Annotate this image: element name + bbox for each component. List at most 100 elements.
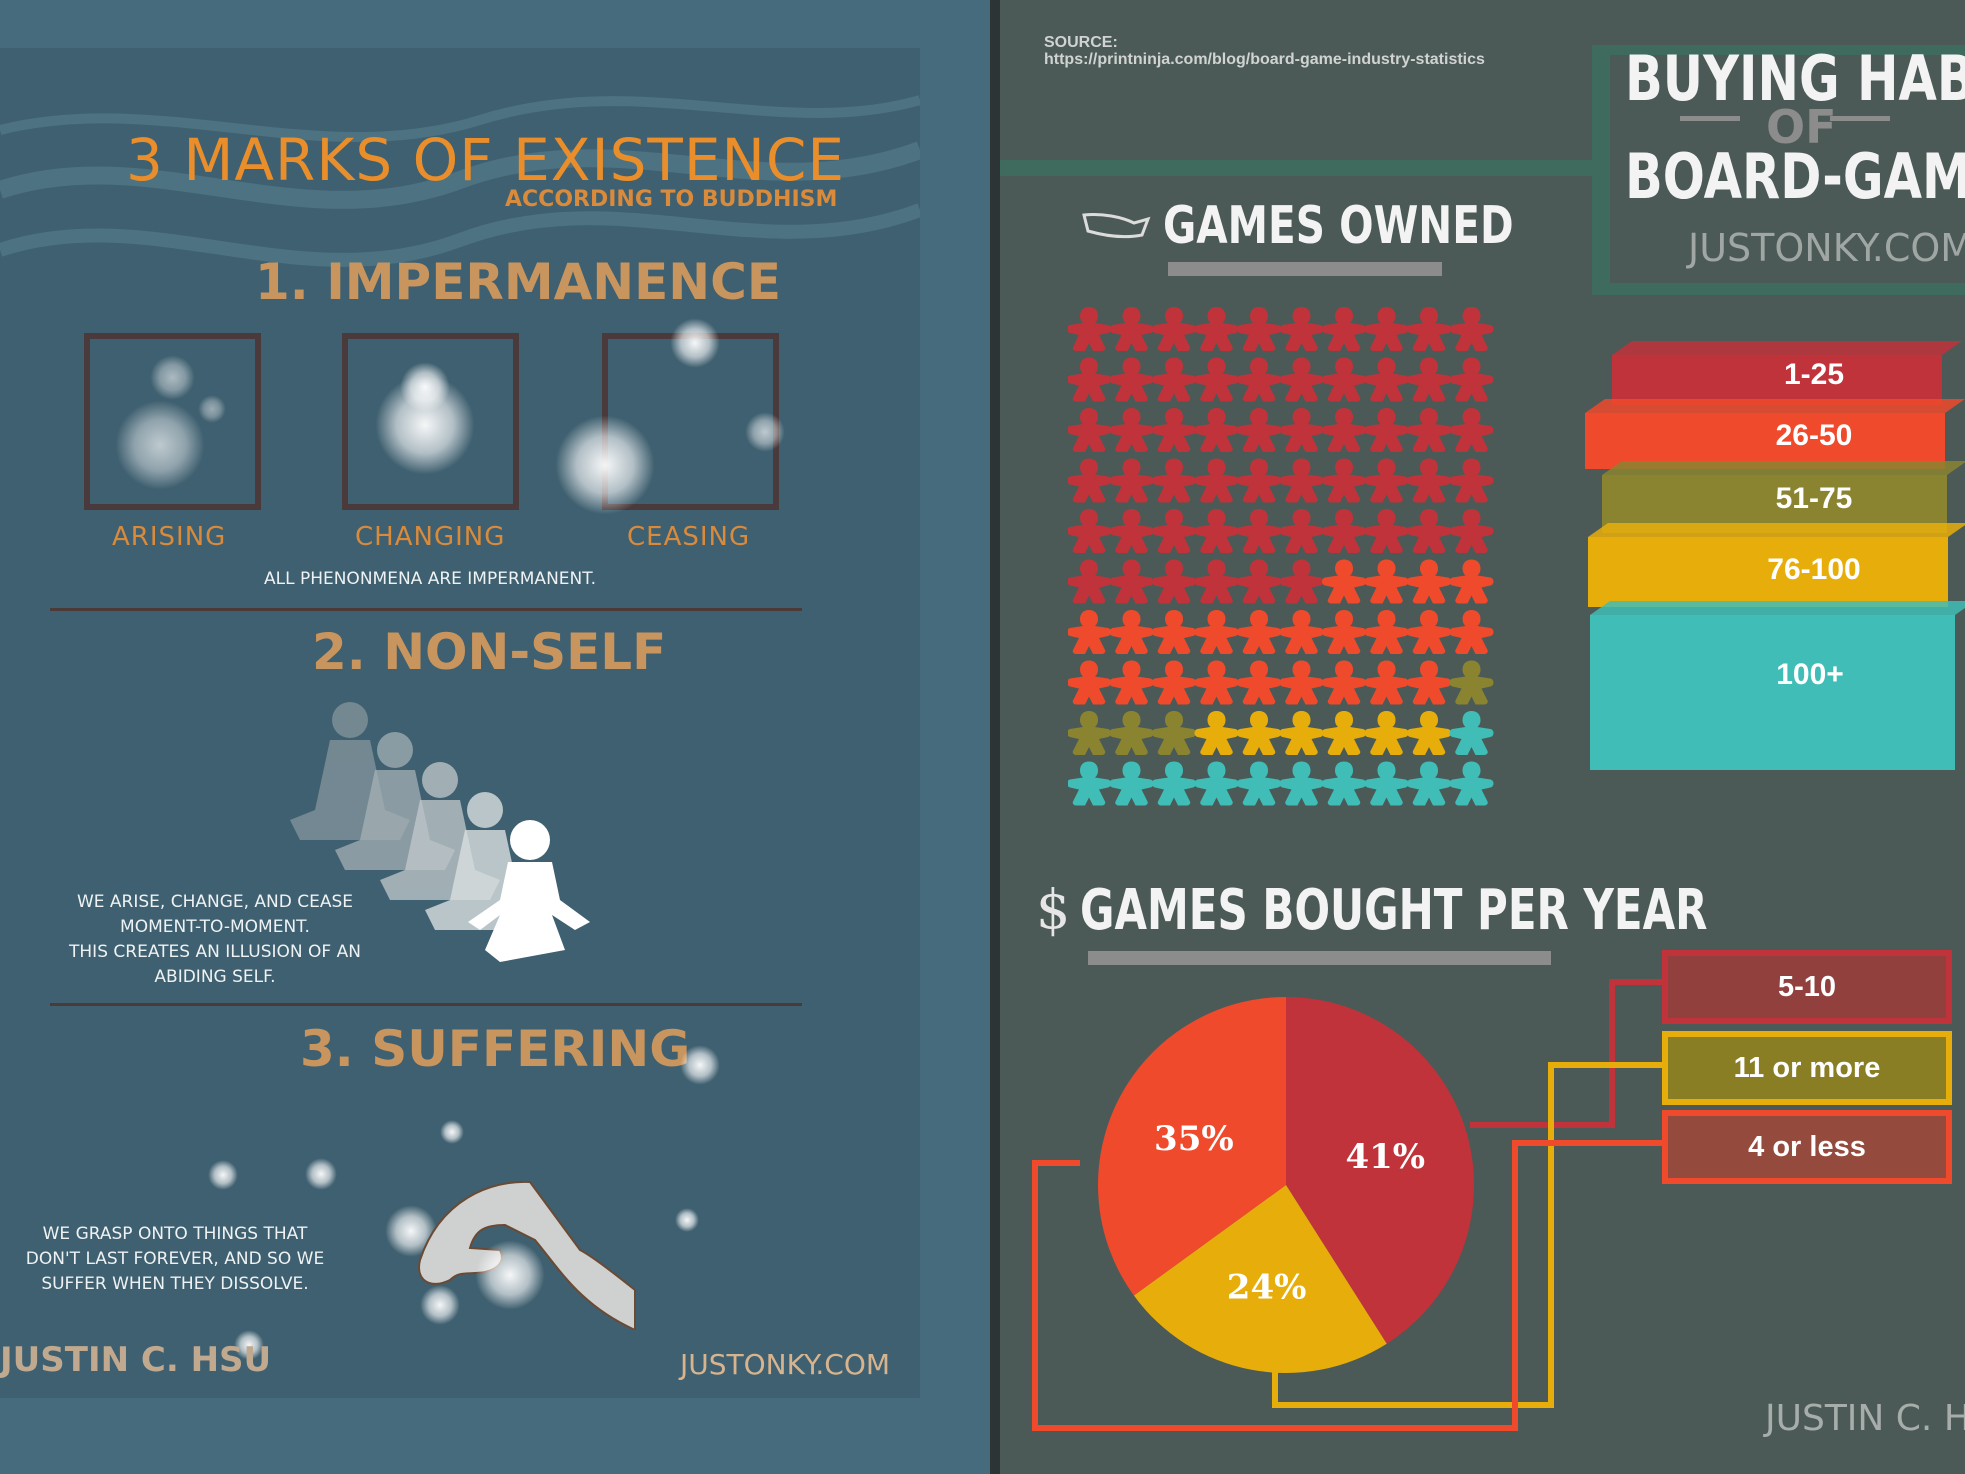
- meeple-icon: [1407, 761, 1451, 806]
- light-orb: [198, 395, 226, 423]
- wave-decoration: [0, 95, 920, 267]
- meeple-icon: [1068, 509, 1111, 553]
- meeple-icon: [1322, 408, 1366, 452]
- meeple-icon: [1322, 509, 1366, 553]
- light-orb: [208, 1160, 238, 1190]
- meeple-icon: [1152, 761, 1196, 806]
- ceasing-label: CEASING: [627, 522, 751, 552]
- meeple-icon: [1364, 357, 1409, 402]
- divider: [50, 1003, 802, 1006]
- games-owned-meeple-grid: [1068, 307, 1494, 806]
- games-owned-stack: [1585, 341, 1965, 770]
- meeple-icon: [1194, 458, 1239, 503]
- impermanence-heading: 1. IMPERMANENCE: [255, 253, 782, 311]
- meeple-icon: [1364, 509, 1409, 553]
- dollar-icon: $: [1036, 878, 1071, 941]
- meeple-icon: [1364, 307, 1409, 351]
- meeple-icon: [1237, 610, 1281, 654]
- meeple-icon: [1109, 509, 1154, 553]
- light-orb: [475, 1240, 545, 1310]
- pie-slice-label: 41%: [1345, 1137, 1425, 1177]
- meeple-icon: [1279, 711, 1324, 755]
- meeple-icon: [1152, 458, 1196, 503]
- light-orb: [675, 1208, 699, 1232]
- meeple-icon: [1109, 458, 1154, 503]
- meeple-icon: [1194, 408, 1239, 452]
- meeple-icon: [1068, 660, 1111, 705]
- open-hand-icon: [1082, 213, 1151, 239]
- pie-slice: [1286, 997, 1474, 1344]
- meeple-icon: [1407, 458, 1451, 503]
- author-signature: JUSTIN C. HSU: [0, 1340, 272, 1380]
- main-title-line2: BOARD-GAME: [1625, 140, 1965, 213]
- light-orb: [115, 400, 205, 490]
- caption-line: DON'T LAST FOREVER, AND SO WE: [25, 1249, 325, 1269]
- meeple-icon: [1364, 610, 1409, 654]
- meeple-icon: [1279, 610, 1324, 654]
- poster-title: 3 MARKS OF EXISTENCE: [126, 126, 846, 194]
- caption-line: WE GRASP ONTO THINGS THAT: [42, 1224, 308, 1244]
- meeple-icon: [1068, 458, 1111, 503]
- title-box: [1610, 55, 1965, 283]
- meeple-icon: [1194, 307, 1239, 351]
- meditating-figures-illustration: [290, 702, 590, 962]
- stack-block-top: [1602, 461, 1965, 475]
- meeple-icon: [1152, 357, 1196, 402]
- meeple-icon: [1407, 559, 1451, 604]
- meeple-icon: [1279, 761, 1324, 806]
- meeple-icon: [1237, 660, 1281, 705]
- meeple-icon: [1364, 711, 1409, 755]
- buddhism-infographic: 3 MARKS OF EXISTENCE ACCORDING TO BUDDHI…: [0, 0, 990, 1474]
- meeple-icon: [1449, 711, 1494, 755]
- meeple-icon: [1152, 307, 1196, 351]
- non-self-heading: 2. NON-SELF: [312, 623, 667, 681]
- meeple-icon: [1449, 458, 1494, 503]
- stack-block: [1590, 615, 1955, 770]
- pie-slice: [1098, 997, 1286, 1296]
- meeple-icon: [1109, 761, 1154, 806]
- meeple-icon: [1194, 357, 1239, 402]
- meeple-icon: [1279, 357, 1324, 402]
- stack-block: [1612, 355, 1942, 405]
- suffering-heading: 3. SUFFERING: [300, 1020, 691, 1078]
- divider: [50, 608, 802, 611]
- stack-block-top: [1585, 399, 1965, 413]
- meeple-icon: [1068, 307, 1111, 351]
- meeple-icon: [1237, 408, 1281, 452]
- games-owned-heading: GAMES OWNED: [1163, 196, 1514, 256]
- caption-line: SUFFER WHEN THEY DISSOLVE.: [41, 1274, 309, 1294]
- meeple-icon: [1237, 761, 1281, 806]
- meeple-icon: [1152, 660, 1196, 705]
- meeple-icon: [1407, 711, 1451, 755]
- meeple-icon: [1322, 559, 1366, 604]
- source-url[interactable]: https://printninja.com/blog/board-game-i…: [1044, 51, 1485, 68]
- meeple-icon: [1279, 458, 1324, 503]
- games-bought-pie-chart: 41% 24% 35%: [1098, 997, 1474, 1373]
- poster-subtitle: ACCORDING TO BUDDHISM: [505, 187, 838, 212]
- meeple-icon: [1152, 711, 1196, 755]
- meeple-icon: [1152, 408, 1196, 452]
- meeple-icon: [1237, 509, 1281, 553]
- meeple-icon: [1237, 559, 1281, 604]
- meeple-icon: [1237, 711, 1281, 755]
- grasping-hand-icon: [418, 1180, 636, 1330]
- meeple-icon: [1322, 660, 1366, 705]
- meeple-icon: [1279, 509, 1324, 553]
- caption-line: WE ARISE, CHANGE, AND CEASE: [76, 892, 354, 912]
- meeple-icon: [1449, 660, 1494, 705]
- meeple-icon: [1407, 610, 1451, 654]
- heading-underline: [1088, 951, 1551, 965]
- heading-underline: [1168, 262, 1442, 276]
- meeple-icon: [1449, 610, 1494, 654]
- meeple-icon: [1109, 559, 1154, 604]
- stack-label: 26-50: [1775, 419, 1853, 452]
- suffering-caption: WE GRASP ONTO THINGS THAT DON'T LAST FOR…: [20, 1222, 330, 1297]
- meeple-icon: [1068, 610, 1111, 654]
- meeple-icon: [1407, 509, 1451, 553]
- meeple-icon: [1152, 559, 1196, 604]
- meeple-icon: [1407, 307, 1451, 351]
- title-site: JUSTONKY.COM: [1688, 226, 1965, 270]
- meeple-icon: [1237, 357, 1281, 402]
- stack-label: 1-25: [1783, 358, 1845, 391]
- light-orb: [150, 355, 195, 400]
